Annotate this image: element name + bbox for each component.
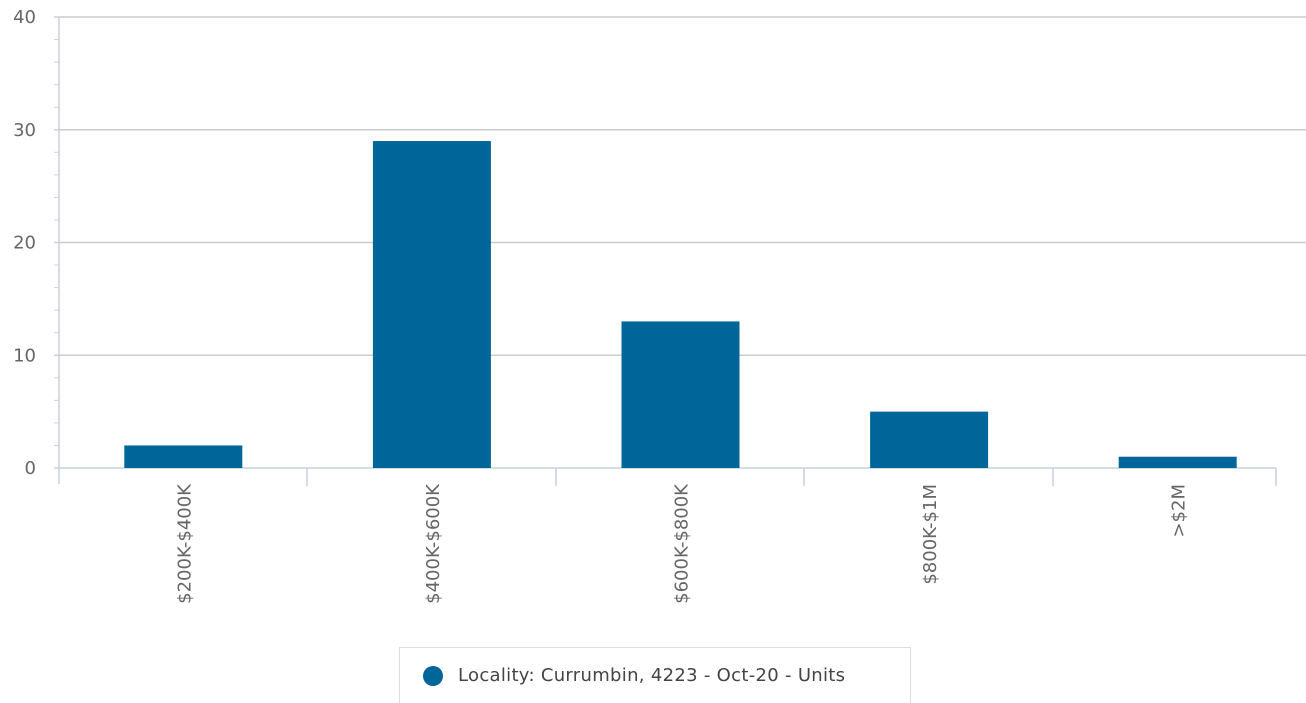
bars xyxy=(124,141,1237,468)
legend[interactable]: Locality: Currumbin, 4223 - Oct-20 - Uni… xyxy=(399,647,911,703)
x-tick-label: $200K-$400K xyxy=(174,483,195,604)
gridlines xyxy=(59,16,1306,356)
tick-labels: 0 10 20 30 40 $200K-$400K $400K-$600K $600K-$80… xyxy=(13,7,1190,604)
bar[interactable] xyxy=(124,445,243,468)
y-tick-label: 30 xyxy=(13,120,36,141)
y-tick-label: 20 xyxy=(13,233,36,254)
x-tick-label: >$2M xyxy=(1169,484,1190,538)
bar-chart: 0 10 20 30 40 $200K-$400K $400K-$600K $600K-$80… xyxy=(13,7,1306,604)
x-tick-label: $400K-$600K xyxy=(423,483,444,604)
bar[interactable] xyxy=(870,411,989,468)
y-tick-label: 40 xyxy=(13,7,36,28)
y-tick-label: 0 xyxy=(25,458,36,479)
legend-label: Locality: Currumbin, 4223 - Oct-20 - Uni… xyxy=(458,665,846,686)
y-tick-label: 10 xyxy=(13,345,36,366)
x-tick-label: $600K-$800K xyxy=(672,483,693,604)
x-tick-label: $800K-$1M xyxy=(920,484,941,585)
legend-marker-icon xyxy=(423,665,443,686)
bar[interactable] xyxy=(372,141,491,468)
bar[interactable] xyxy=(621,321,740,468)
bar[interactable] xyxy=(1118,456,1237,468)
